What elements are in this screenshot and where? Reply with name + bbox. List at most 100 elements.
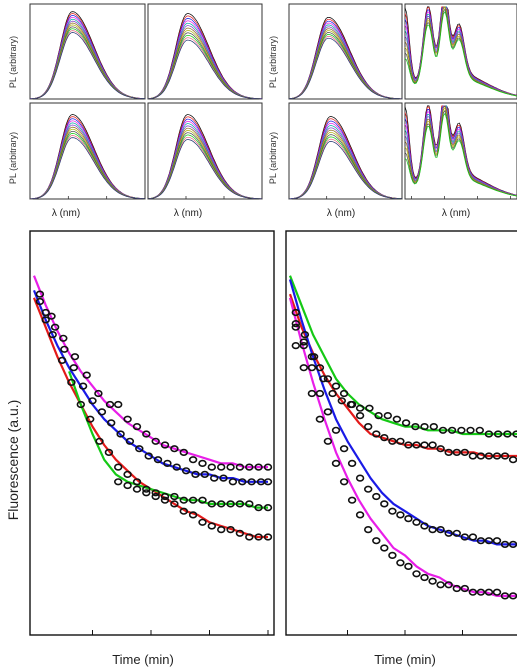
data-point-b — [160, 441, 170, 449]
data-point-e — [323, 375, 333, 383]
data-point-a — [226, 525, 235, 534]
data-point-c — [235, 500, 245, 508]
data-point-g — [319, 375, 328, 383]
pl-panel-h — [404, 102, 517, 200]
data-point-d — [263, 478, 273, 486]
data-point-a — [188, 511, 198, 519]
data-point-a — [57, 356, 67, 365]
pl-panel-a — [29, 3, 146, 100]
data-point-h — [404, 514, 413, 523]
data-point-c — [254, 504, 263, 512]
data-point-d — [97, 408, 107, 416]
data-point-g — [300, 331, 310, 339]
data-point-d — [144, 452, 153, 460]
data-point-d — [200, 470, 210, 479]
data-point-e — [307, 353, 317, 361]
small-xlabel-4: λ (nm) — [442, 208, 470, 219]
small-ylabel-left-top: PL (arbitrary) — [8, 36, 18, 88]
data-point-e — [484, 452, 494, 460]
data-point-b — [105, 400, 115, 409]
data-point-d — [69, 364, 79, 372]
kinetics-panel-A — [29, 230, 275, 636]
data-point-b — [170, 445, 179, 453]
pl-panel-frame — [404, 102, 517, 200]
data-point-c — [170, 492, 179, 501]
data-point-d — [50, 323, 60, 331]
data-point-d — [135, 445, 144, 453]
data-point-e — [500, 452, 510, 460]
data-point-d — [163, 459, 172, 468]
data-point-f — [331, 459, 341, 468]
data-point-h — [364, 485, 373, 493]
data-point-e — [460, 448, 469, 457]
data-point-e — [355, 412, 365, 420]
data-point-h — [372, 492, 381, 501]
data-point-f — [468, 588, 478, 596]
data-point-c — [226, 500, 235, 508]
data-point-f — [476, 588, 486, 596]
small-xlabel-2: λ (nm) — [174, 208, 202, 219]
data-point-f — [307, 389, 317, 398]
data-point-e — [492, 452, 502, 460]
big-xlabel-left: Time (min) — [112, 652, 174, 667]
data-point-f — [460, 584, 469, 593]
data-point-e — [428, 441, 437, 449]
data-point-g — [484, 430, 494, 438]
data-point-g — [328, 389, 337, 398]
data-point-h — [347, 459, 357, 468]
pl-curve — [404, 10, 517, 97]
data-point-f — [339, 478, 349, 486]
data-point-e — [291, 323, 300, 331]
small-ylabel-right-bottom: PL (arbitrary) — [268, 132, 278, 184]
data-point-g — [438, 426, 448, 434]
data-point-f — [444, 581, 453, 589]
pl-curve — [29, 32, 146, 100]
big-xlabel-right: Time (min) — [374, 652, 436, 667]
data-point-d — [106, 419, 116, 427]
data-point-b — [151, 437, 160, 445]
pl-curve — [147, 39, 263, 100]
kinetics-panels — [29, 230, 517, 636]
data-point-d — [60, 345, 69, 353]
data-point-d — [116, 430, 125, 438]
fit-curve-d — [32, 289, 268, 483]
pl-curve — [288, 37, 402, 100]
data-point-d — [41, 308, 50, 317]
data-point-a — [254, 533, 263, 541]
data-point-a — [95, 437, 104, 445]
data-point-e — [412, 441, 421, 449]
kinetics-frame — [29, 230, 275, 636]
data-point-d — [191, 470, 200, 479]
data-point-g — [457, 426, 466, 434]
data-point-b — [35, 290, 45, 298]
data-point-c — [123, 481, 132, 490]
data-point-h — [484, 537, 494, 545]
data-point-h — [476, 537, 486, 545]
small-ylabel-right-top: PL (arbitrary) — [268, 36, 278, 88]
data-point-g — [383, 412, 392, 420]
pl-panel-c — [147, 3, 263, 100]
data-point-d — [219, 474, 228, 482]
data-point-a — [235, 529, 245, 537]
data-point-d — [181, 467, 191, 475]
data-point-b — [235, 463, 245, 471]
data-point-b — [70, 353, 80, 361]
data-point-g — [365, 404, 374, 412]
data-point-b — [94, 389, 103, 398]
small-xlabel-3: λ (nm) — [327, 208, 355, 219]
data-point-c — [113, 478, 123, 486]
pl-panel-f — [288, 102, 403, 200]
data-point-f — [396, 559, 405, 567]
data-point-g — [420, 423, 429, 431]
data-point-b — [82, 371, 91, 379]
data-point-b — [188, 456, 198, 464]
data-point-e — [388, 437, 397, 445]
data-point-f — [484, 588, 494, 596]
pl-panel-frame — [29, 3, 146, 100]
data-point-d — [247, 478, 256, 486]
data-point-h — [299, 342, 308, 350]
data-point-h — [492, 537, 502, 545]
data-point-f — [500, 592, 510, 600]
data-point-g — [401, 419, 411, 427]
fit-curve-f — [288, 297, 517, 597]
